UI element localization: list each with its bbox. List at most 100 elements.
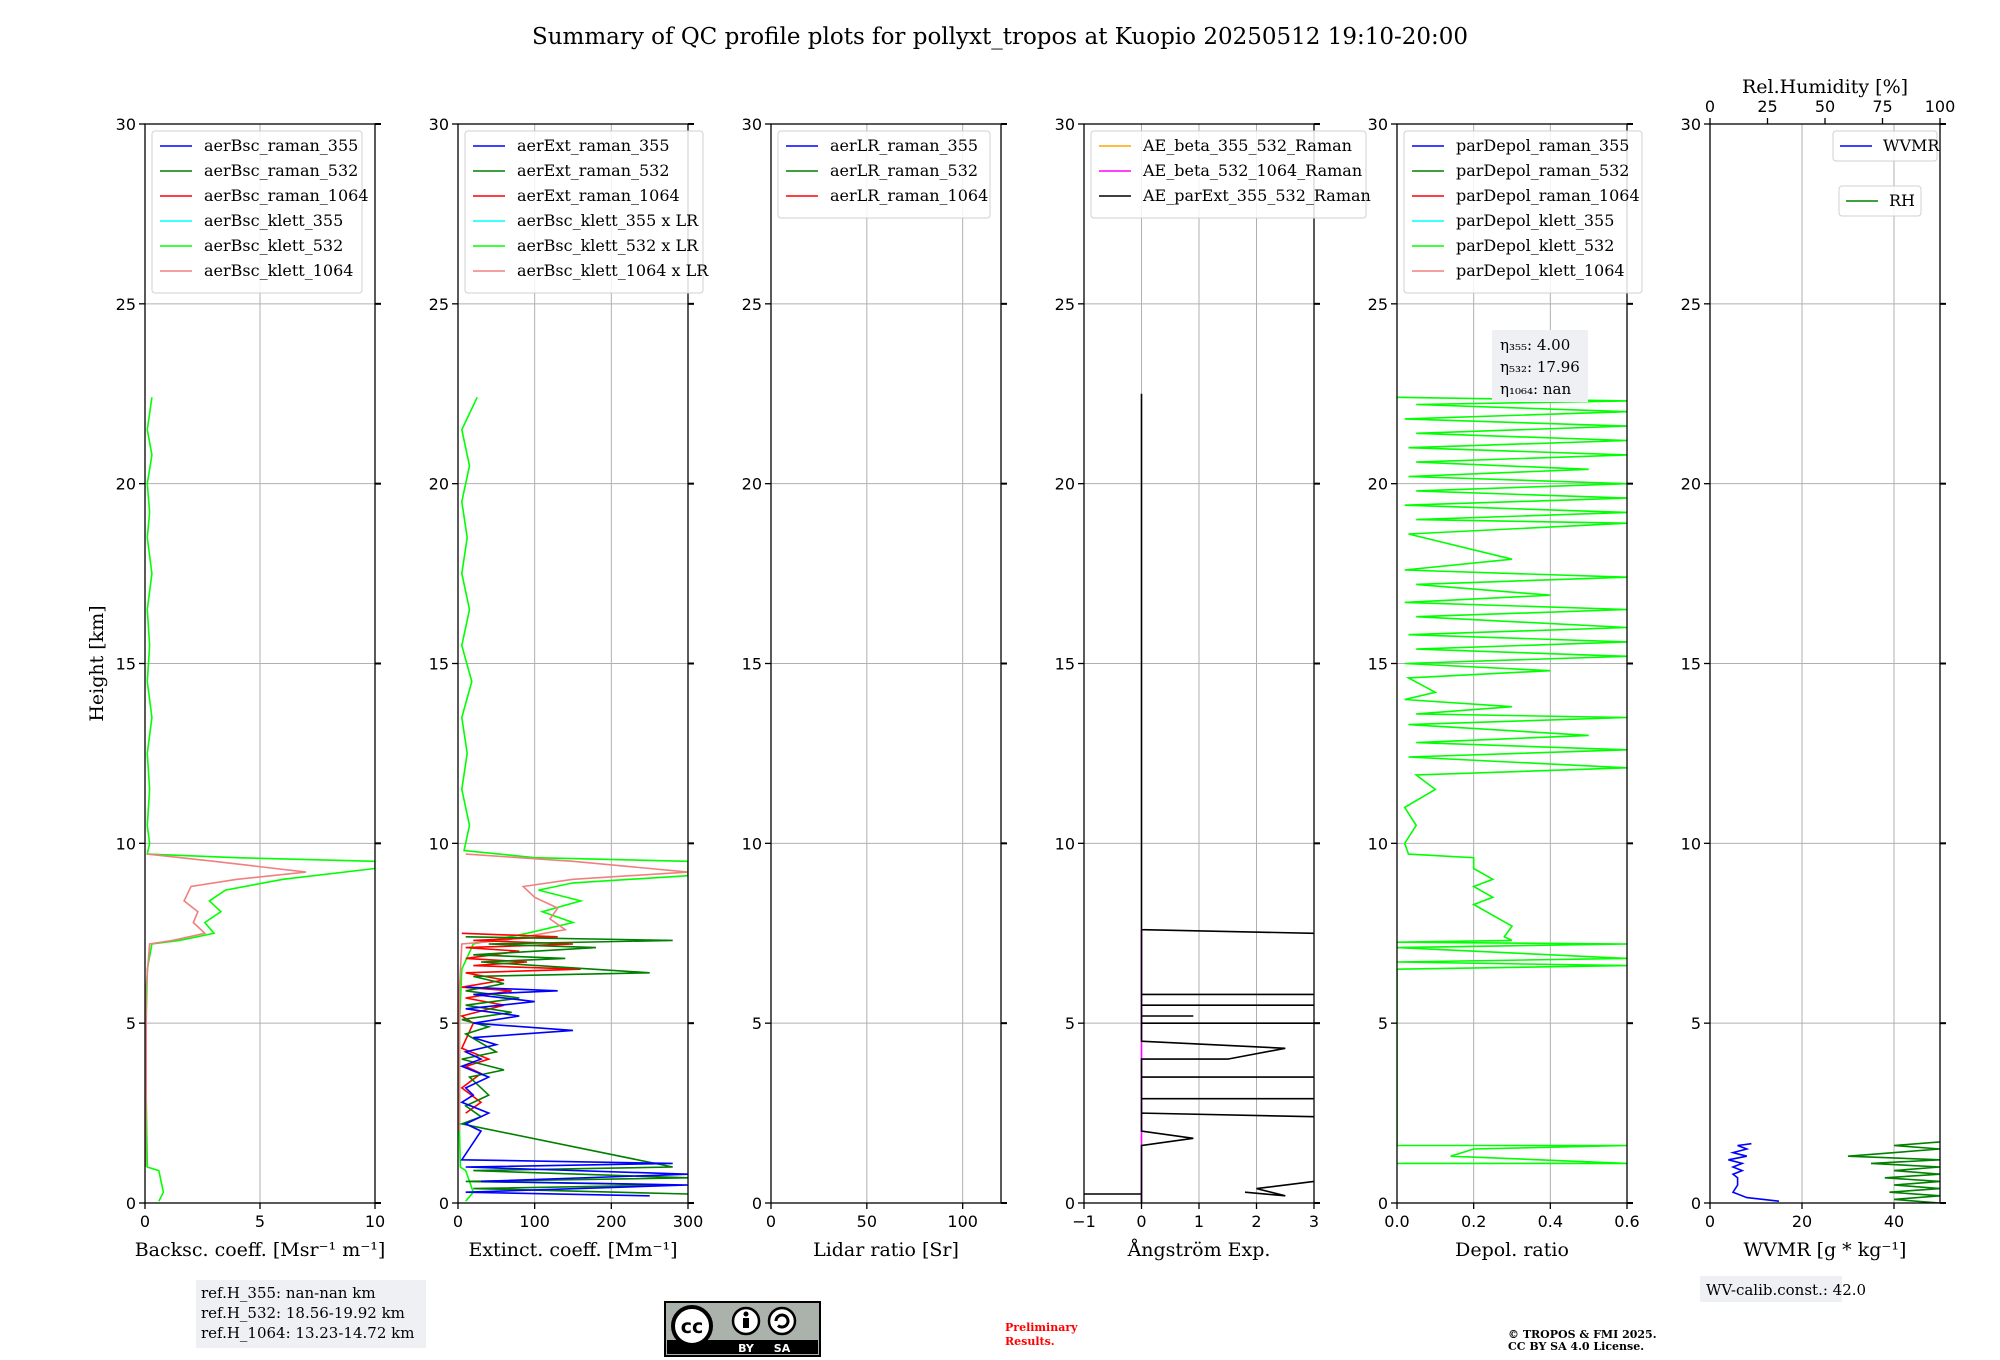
series-aerExt_raman_355 xyxy=(459,986,688,1197)
x-tick-label: 100 xyxy=(947,1212,978,1231)
y-tick-label: 0 xyxy=(439,1194,449,1213)
x-tick-label: 1 xyxy=(1194,1212,1204,1231)
cc-label: cc xyxy=(681,1316,704,1338)
legend-label: aerExt_raman_355 xyxy=(517,136,670,155)
x-tick-label: 300 xyxy=(673,1212,704,1231)
series-aerExt_raman_532 xyxy=(458,936,688,1195)
legend-label: aerBsc_klett_355 x LR xyxy=(517,211,699,230)
legend-label: parDepol_klett_1064 xyxy=(1456,261,1625,280)
x-tick-label: 20 xyxy=(1792,1212,1812,1231)
x-tick-label: 2 xyxy=(1251,1212,1261,1231)
legend: parDepol_raman_355 parDepol_raman_532 parD… xyxy=(1403,130,1643,294)
x-tick-label: 50 xyxy=(857,1212,877,1231)
figure-title: Summary of QC profile plots for pollyxt_… xyxy=(532,24,1468,50)
top-tick-label: 100 xyxy=(1925,97,1956,116)
axes-frame xyxy=(1083,123,1315,1204)
panel-lidar_ratio: 0 50 100 0 5 10 15 20 25 30 Lidar ratio [Sr] aerLR_… xyxy=(742,115,1007,1261)
copyright-line2: CC BY SA 4.0 License. xyxy=(1508,1340,1644,1353)
legend: aerBsc_raman_355 aerBsc_raman_532 aerBsc_r… xyxy=(151,130,369,294)
legend-box xyxy=(1090,130,1367,219)
x-tick-label: 0 xyxy=(453,1212,463,1231)
y-tick-label: 25 xyxy=(1055,295,1075,314)
ref-h-355: ref.H_355: nan-nan km xyxy=(201,1284,376,1302)
y-tick-label: 15 xyxy=(1681,655,1701,674)
legend-label: aerExt_raman_1064 xyxy=(517,186,680,205)
x-tick-label: 0 xyxy=(1705,1212,1715,1231)
y-tick-label: 10 xyxy=(1055,834,1075,853)
legend-label: parDepol_raman_355 xyxy=(1456,136,1629,155)
legend-label: AE_beta_355_532_Raman xyxy=(1142,136,1352,155)
y-tick-label: 20 xyxy=(1681,475,1701,494)
x-tick-label: 100 xyxy=(519,1212,550,1231)
legend-label: aerBsc_raman_1064 xyxy=(204,186,369,205)
legend: WVMR RH xyxy=(1832,130,1940,217)
legend-label: aerBsc_klett_355 xyxy=(204,211,343,230)
y-tick-label: 5 xyxy=(752,1014,762,1033)
y-tick-label: 25 xyxy=(742,295,762,314)
preliminary-line1: Preliminary xyxy=(1005,1321,1078,1334)
series-WVMR xyxy=(1728,1142,1780,1202)
x-tick-label: 0.2 xyxy=(1461,1212,1486,1231)
legend-label: parDepol_klett_532 xyxy=(1456,236,1614,255)
series-aerExt_raman_1064 xyxy=(459,932,581,1114)
y-tick-label: 5 xyxy=(1065,1014,1075,1033)
ref-h-532: ref.H_532: 18.56-19.92 km xyxy=(201,1304,405,1322)
y-tick-label: 30 xyxy=(1681,115,1701,134)
y-axis-label: Height [km] xyxy=(86,605,108,721)
y-tick-label: 15 xyxy=(429,655,449,674)
y-tick-label: 0 xyxy=(752,1194,762,1213)
y-tick-label: 5 xyxy=(126,1014,136,1033)
legend-box xyxy=(1403,130,1643,294)
x-tick-label: 0.4 xyxy=(1538,1212,1563,1231)
y-tick-label: 20 xyxy=(429,475,449,494)
series-aerBsc_klett_1064 xyxy=(145,853,307,1168)
legend-label: AE_parExt_355_532_Raman xyxy=(1142,186,1371,205)
axes-frame xyxy=(1396,123,1628,1204)
legend-label: WVMR xyxy=(1883,136,1940,155)
legend-label: aerLR_raman_1064 xyxy=(830,186,988,205)
series-AE_parExt_355_532_Raman xyxy=(1140,393,1314,1203)
y-tick-label: 30 xyxy=(116,115,136,134)
legend-label: parDepol_klett_355 xyxy=(1456,211,1614,230)
x-tick-label: 0 xyxy=(1136,1212,1146,1231)
y-tick-label: 30 xyxy=(429,115,449,134)
series-aerBsc_klett_1064 x LR xyxy=(458,853,688,1132)
copyright-line1: © TROPOS & FMI 2025. xyxy=(1508,1328,1657,1341)
cc-by-label: BY xyxy=(738,1342,755,1355)
legend-label: aerLR_raman_355 xyxy=(830,136,978,155)
panel-extinction: 0 100 200 300 0 5 10 15 20 25 30 Extinct. coeff. [M… xyxy=(429,115,710,1261)
x-tick-label: 0 xyxy=(766,1212,776,1231)
eta-532: η₅₃₂: 17.96 xyxy=(1500,358,1580,376)
y-tick-label: 10 xyxy=(116,834,136,853)
y-tick-label: 30 xyxy=(742,115,762,134)
y-tick-label: 25 xyxy=(429,295,449,314)
y-tick-label: 0 xyxy=(1378,1194,1388,1213)
x-tick-label: 0.0 xyxy=(1384,1212,1409,1231)
y-tick-label: 15 xyxy=(116,655,136,674)
series-aerBsc_klett_532 x LR xyxy=(458,396,688,1202)
x-axis-label: Extinct. coeff. [Mm⁻¹] xyxy=(468,1239,677,1261)
legend-label: aerBsc_raman_355 xyxy=(204,136,358,155)
cc-icon xyxy=(671,1305,713,1347)
y-tick-label: 10 xyxy=(429,834,449,853)
ref-height-box: ref.H_355: nan-nan km ref.H_532: 18.56-1… xyxy=(196,1280,426,1348)
legend-label: aerBsc_klett_1064 x LR xyxy=(517,261,709,280)
x-tick-label: 5 xyxy=(255,1212,265,1231)
y-tick-label: 10 xyxy=(742,834,762,853)
panel-backscatter: 0 5 10 0 5 10 15 20 25 30 Backsc. coeff. [Msr⁻¹ m⁻… xyxy=(116,115,386,1261)
legend-box xyxy=(464,130,704,294)
legend-label: aerExt_raman_532 xyxy=(517,161,670,180)
y-tick-label: 0 xyxy=(1065,1194,1075,1213)
y-tick-label: 15 xyxy=(742,655,762,674)
axes-frame xyxy=(457,123,689,1204)
y-tick-label: 10 xyxy=(1681,834,1701,853)
legend: AE_beta_355_532_Raman AE_beta_532_1064_Ra… xyxy=(1090,130,1371,219)
y-tick-label: 25 xyxy=(1368,295,1388,314)
ref-h-1064: ref.H_1064: 13.23-14.72 km xyxy=(201,1324,414,1342)
sa-share-icon xyxy=(767,1306,797,1336)
panel-wvmr: 0 20 40 0 5 10 15 20 25 30 WVMR [g * kg⁻¹] WVMR RH 0 2… xyxy=(1681,76,1956,1261)
y-tick-label: 25 xyxy=(116,295,136,314)
axes-frame xyxy=(770,123,1002,1204)
